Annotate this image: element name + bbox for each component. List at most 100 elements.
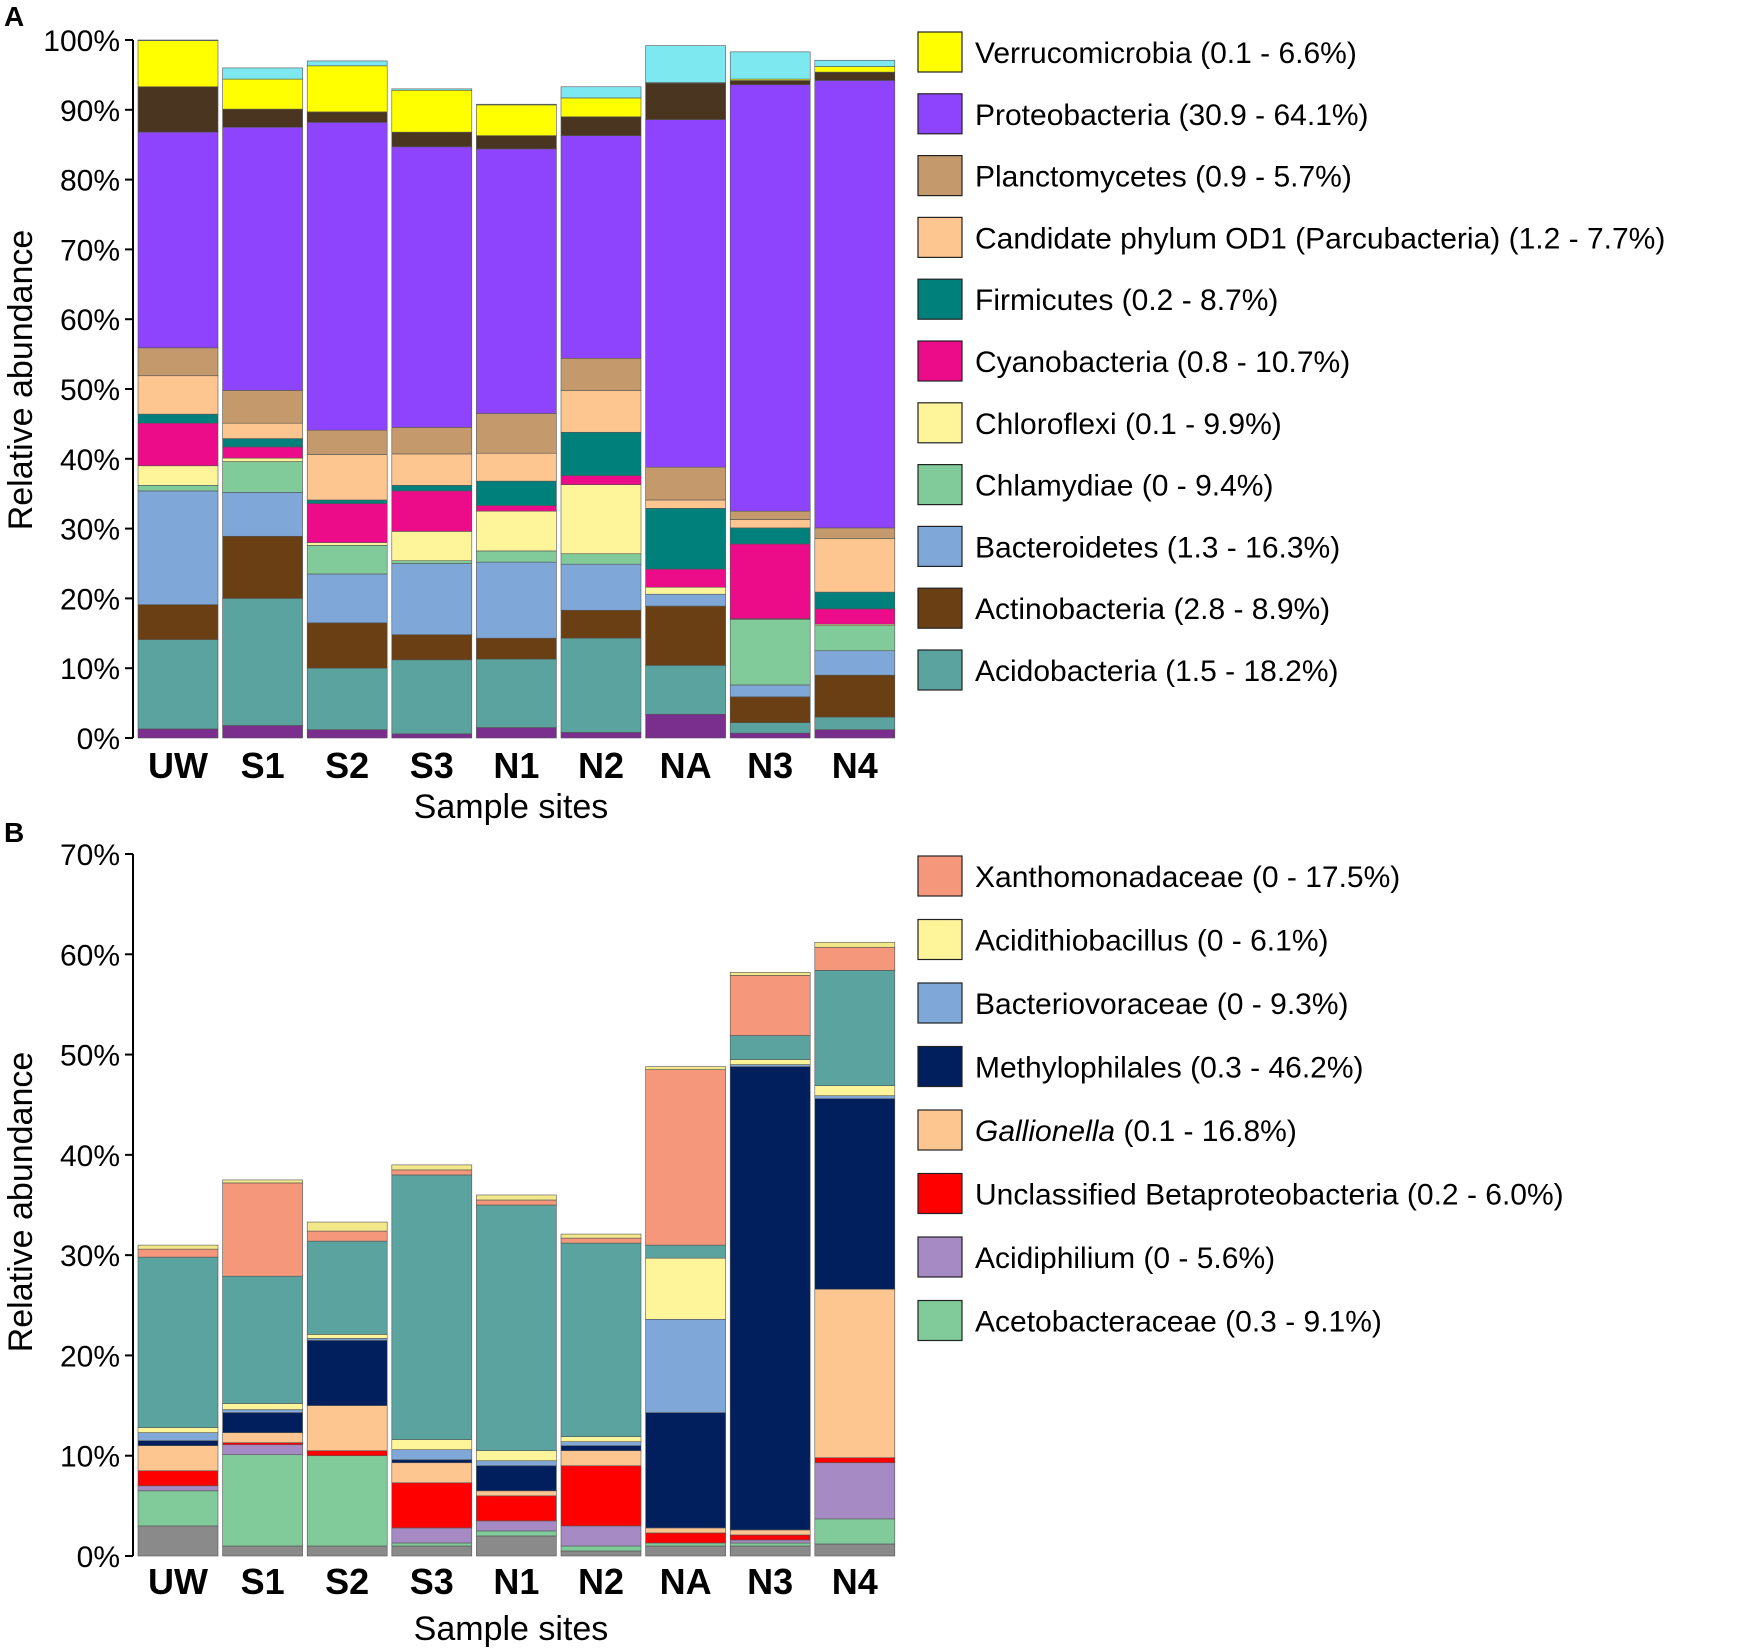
- y-tick-label: 60%: [60, 304, 120, 337]
- bar-segment-cyanobacteria-n3: [729, 543, 811, 619]
- bar-segment-other-low-n3: [729, 1545, 811, 1557]
- legend-label: Acidobacteria (1.5 - 18.2%): [975, 655, 1339, 688]
- y-tick-label: 10%: [60, 1441, 120, 1474]
- bar-stack-n4: [814, 59, 896, 739]
- bar-segment-other-high-uw: [137, 86, 219, 133]
- bar-segment-other-low-n2: [560, 732, 642, 739]
- bar-segment-planctomycetes-na: [645, 466, 726, 501]
- bar-segment-bacteroidetes-s1: [222, 492, 303, 537]
- bar-segment-chloroflexi-na: [645, 586, 726, 595]
- legend-label: Xanthomonadaceae (0 - 17.5%): [975, 861, 1400, 894]
- bar-segment-bacteroidetes-s2: [306, 573, 388, 624]
- bar-segment-chloroflexi-s1: [222, 457, 303, 462]
- legend-swatch: [917, 982, 963, 1024]
- panel-a-y-ticks: 0% 10% 20% 30% 40% 50% 60% 70% 80% 90% 100%: [43, 25, 133, 756]
- x-tick-label: N2: [578, 745, 624, 786]
- bar-segment-acidobacteria-n4: [814, 716, 896, 730]
- bar-segment-chlamydiae-uw: [137, 485, 219, 492]
- bar-segment-cyanobacteria-s1: [222, 446, 303, 459]
- bar-segment-other-low-s2: [306, 729, 388, 739]
- legend-label: Acidithiobacillus (0 - 6.1%): [975, 925, 1328, 958]
- bar-segment-planctomycetes-s2: [306, 429, 388, 455]
- bar-segment-acidithiobacillus-n1: [476, 1450, 557, 1462]
- x-tick-label: S1: [241, 745, 285, 786]
- bar-segment-bacteriovoraceae-n1: [476, 1460, 557, 1467]
- y-tick-label: 20%: [60, 1340, 120, 1373]
- legend-label: Verrucomicrobia (0.1 - 6.6%): [975, 37, 1357, 70]
- legend-item-cyanobacteria: Cyanobacteria (0.8 - 10.7%): [917, 340, 1350, 382]
- bar-segment-acidithiobacillus-n3: [729, 1059, 811, 1065]
- bar-segment-methylophilales-s3: [391, 1459, 473, 1464]
- bar-segment-acetobacteraceae-uw: [137, 1490, 219, 1527]
- bar-segment-candidate-phylum-od1-parcubacteria-s1: [222, 422, 303, 439]
- bar-stack-s2: [306, 1221, 388, 1557]
- bar-segment-other-top-n2: [560, 86, 642, 99]
- bar-segment-chlamydiae-s2: [306, 545, 388, 575]
- bar-segment-other-mid-s2: [306, 1240, 388, 1335]
- panel-a-label: A: [4, 1, 24, 32]
- bar-stack-s3: [391, 88, 473, 739]
- legend-swatch: [917, 1109, 963, 1151]
- bar-segment-other-top-s2: [306, 60, 388, 67]
- bar-segment-other-low-uw: [137, 1525, 219, 1557]
- bar-segment-bacteroidetes-n3: [729, 684, 811, 698]
- bar-segment-planctomycetes-s1: [222, 390, 303, 424]
- legend-swatch: [917, 587, 963, 629]
- bar-segment-cyanobacteria-s2: [306, 503, 388, 543]
- bar-stack-s2: [306, 60, 388, 739]
- bar-segment-other-mid-s1: [222, 1275, 303, 1404]
- y-tick-label: 70%: [60, 839, 120, 872]
- bar-segment-cyanobacteria-uw: [137, 422, 219, 467]
- bar-segment-xanthomonadaceae-n3: [729, 975, 811, 1036]
- bar-segment-other-top-s1: [222, 1179, 303, 1184]
- bar-segment-firmicutes-s3: [391, 485, 473, 492]
- legend-swatch: [917, 1045, 963, 1088]
- bar-segment-proteobacteria-s1: [222, 126, 303, 391]
- bar-segment-bacteriovoraceae-uw: [137, 1432, 219, 1441]
- bar-segment-gallionella-s2: [306, 1405, 388, 1451]
- bar-segment-actinobacteria-n2: [560, 609, 642, 639]
- legend-swatch: [917, 1299, 963, 1342]
- panel-b-y-ticks: 0% 10% 20% 30% 40% 50% 60% 70%: [60, 839, 133, 1574]
- bar-segment-methylophilales-n2: [560, 1445, 642, 1451]
- x-tick-label: N1: [493, 1561, 539, 1602]
- bar-segment-unclassified-betaproteobacteria-na: [645, 1532, 726, 1544]
- bar-segment-chlamydiae-n1: [476, 550, 557, 563]
- bar-stack-n3: [729, 972, 811, 1557]
- bar-segment-unclassified-betaproteobacteria-s1: [222, 1442, 303, 1445]
- bar-segment-other-mid-n1: [476, 1204, 557, 1451]
- bar-segment-verrucomicrobia-n2: [560, 97, 642, 118]
- bar-segment-unclassified-betaproteobacteria-n4: [814, 1457, 896, 1464]
- bar-segment-firmicutes-s2: [306, 499, 388, 504]
- legend-item-bacteriovoraceae: Bacteriovoraceae (0 - 9.3%): [917, 982, 1349, 1024]
- bar-segment-acidiphilium-n4: [814, 1462, 896, 1520]
- bar-segment-other-mid-na: [645, 1244, 726, 1259]
- bar-segment-xanthomonadaceae-s3: [391, 1169, 473, 1176]
- bar-segment-bacteriovoraceae-s2: [306, 1338, 388, 1341]
- legend-label: Firmicutes (0.2 - 8.7%): [975, 284, 1278, 317]
- bar-segment-bacteriovoraceae-n4: [814, 1095, 896, 1099]
- bar-segment-planctomycetes-n2: [560, 357, 642, 391]
- y-tick-label: 10%: [60, 653, 120, 686]
- bar-segment-other-top-s1: [222, 67, 303, 80]
- legend-swatch: [917, 464, 963, 506]
- bar-segment-candidate-phylum-od1-parcubacteria-na: [645, 499, 726, 509]
- legend-swatch: [917, 31, 963, 73]
- bar-segment-xanthomonadaceae-uw: [137, 1248, 219, 1258]
- panel-a-category-labels: UW S1 S2 S3 N1 N2 NA N3 N4: [148, 745, 878, 786]
- bar-segment-candidate-phylum-od1-parcubacteria-s3: [391, 453, 473, 486]
- bar-segment-acidiphilium-n2: [560, 1525, 642, 1547]
- y-tick-label: 50%: [60, 374, 120, 407]
- bar-segment-chloroflexi-s3: [391, 531, 473, 562]
- bar-segment-verrucomicrobia-s3: [391, 89, 473, 133]
- bar-segment-other-low-n4: [814, 1543, 896, 1557]
- bar-segment-other-mid-n3: [729, 1035, 811, 1060]
- bar-stack-n4: [814, 941, 896, 1557]
- x-tick-label: N2: [578, 1561, 624, 1602]
- bar-segment-candidate-phylum-od1-parcubacteria-s2: [306, 454, 388, 501]
- bar-segment-acidobacteria-n1: [476, 658, 557, 728]
- x-tick-label: NA: [660, 745, 712, 786]
- bar-segment-acetobacteraceae-s3: [391, 1542, 473, 1547]
- y-tick-label: 40%: [60, 444, 120, 477]
- x-tick-label: N4: [832, 1561, 878, 1602]
